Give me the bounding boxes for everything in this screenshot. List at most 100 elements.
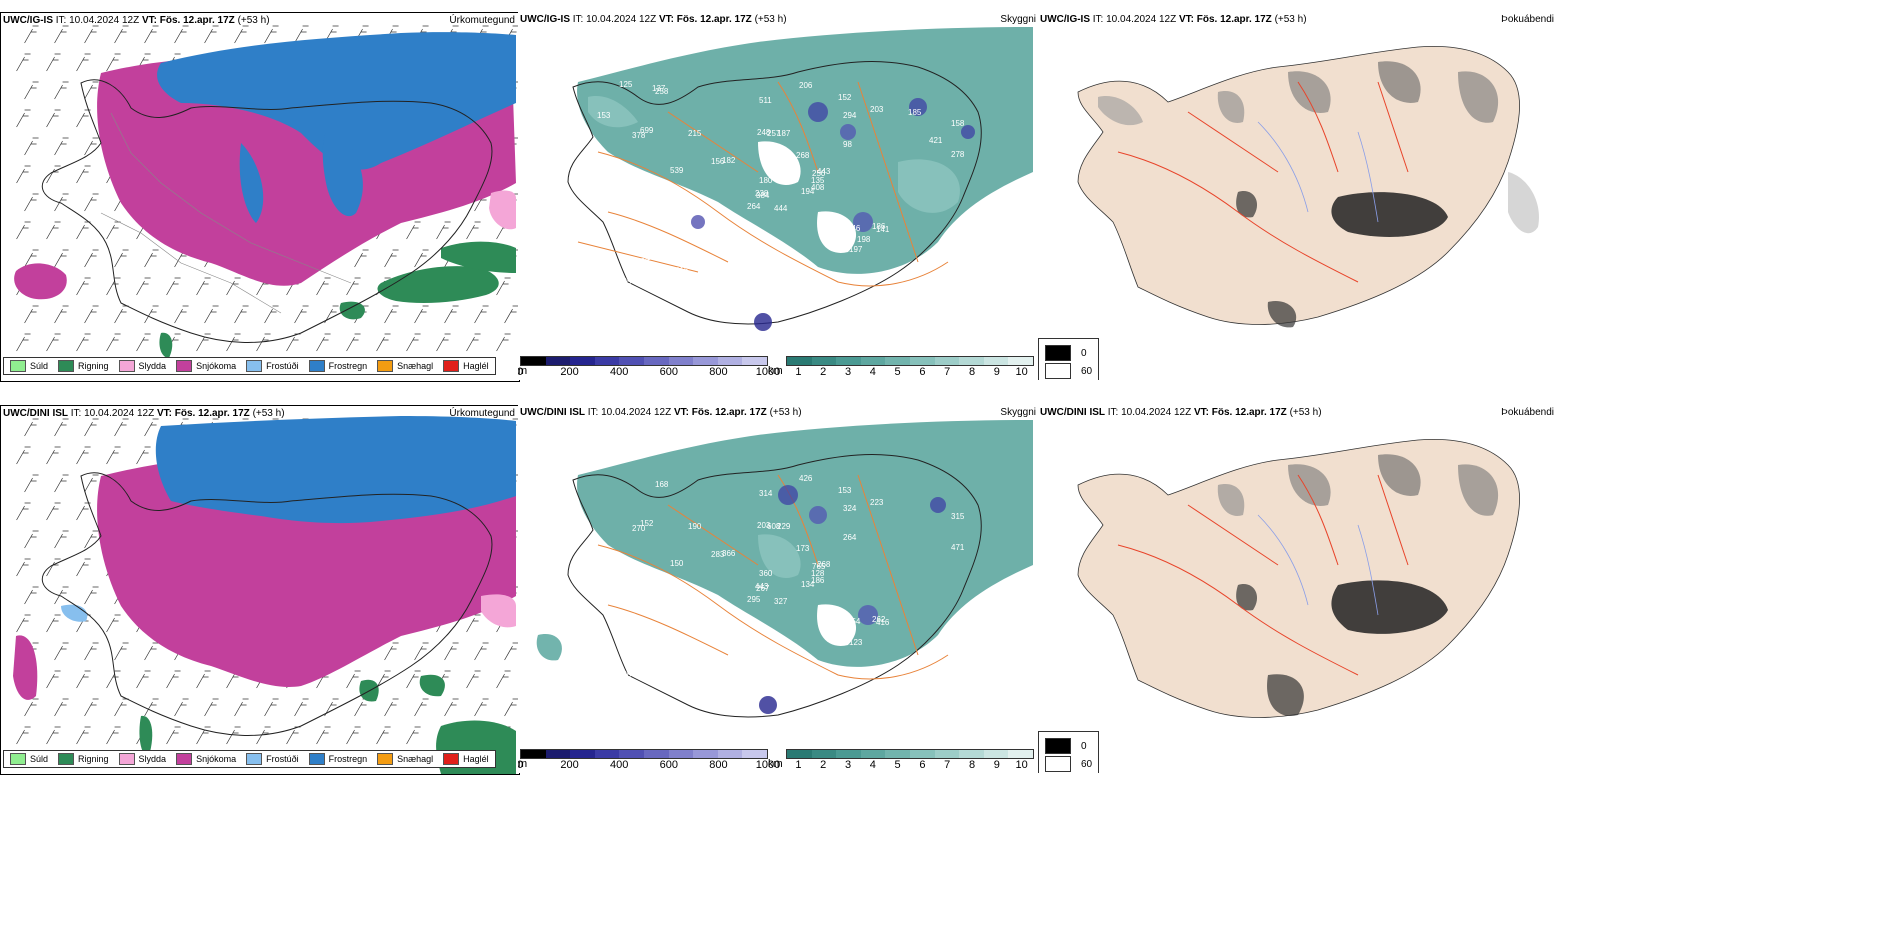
cloud-base-label: 608 xyxy=(767,522,781,531)
wind-barb xyxy=(354,698,369,717)
wind-barb xyxy=(226,726,241,745)
wind-barb xyxy=(16,221,31,240)
cloud-base-label: 134 xyxy=(801,580,815,589)
legend-label: Slydda xyxy=(138,361,167,371)
cloud-base-label: 228 xyxy=(606,563,620,572)
visibility-unit: km xyxy=(768,365,783,377)
legend-item-rigning: Rigning xyxy=(58,360,109,372)
wind-barb xyxy=(76,446,91,465)
model-name: UWC/IG-IS xyxy=(3,15,53,26)
legend-item-slydda: Slydda xyxy=(118,753,166,765)
colorbar-tick: 3 xyxy=(844,759,852,771)
cloud-base-label: 348 xyxy=(940,273,954,282)
wind-barb xyxy=(496,670,511,689)
colorbar-cell xyxy=(860,357,886,365)
wind-barb xyxy=(444,642,459,661)
legend-swatch xyxy=(176,360,193,372)
vt-label: VT: xyxy=(658,14,674,25)
cloud-base-label: 186 xyxy=(872,222,886,231)
wind-barb xyxy=(106,446,121,465)
legend-label: Snjókoma xyxy=(196,754,237,764)
colorbar-cell xyxy=(934,750,960,758)
cloud-panel-title: Skyggni xyxy=(1000,14,1036,25)
colorbar-tick: 9 xyxy=(993,366,1000,378)
visibility-colorbar: 1 2 3 4 5 6 7 8 9 10 xyxy=(786,749,1034,773)
model-name: UWC/DINI ISL xyxy=(1040,407,1105,418)
fog-index-map-row1: UWC/IG-IS IT: 10.04.2024 12Z VT: Fös. 12… xyxy=(1038,12,1558,380)
cloud-title-row1: UWC/IG-IS IT: 10.04.2024 12Z VT: Fös. 12… xyxy=(520,14,787,25)
legend-label: Frostregn xyxy=(328,361,368,371)
cloud-base-label: 123 xyxy=(849,638,863,647)
wind-barb xyxy=(234,698,249,717)
cloud-base-label: 187 xyxy=(777,129,791,138)
wind-barb xyxy=(16,446,31,465)
colorbar-tick: 1000 xyxy=(755,366,781,378)
it-label: IT: xyxy=(70,408,82,419)
wind-barb xyxy=(414,698,429,717)
legend-label: Rigning xyxy=(78,361,109,371)
legend-label: Frostúði xyxy=(266,361,299,371)
visibility-unit: km xyxy=(768,758,783,770)
fog-legend-swatch xyxy=(1045,738,1071,754)
wind-barb xyxy=(264,305,279,324)
wind-barb xyxy=(316,277,331,296)
wind-barb xyxy=(496,277,511,296)
colorbar-cell xyxy=(521,357,546,365)
cloud-base-label: 327 xyxy=(774,597,788,606)
cloudbase-unit: m xyxy=(518,365,528,377)
cloud-base-label: 193 xyxy=(940,666,954,675)
legend-label: Súld xyxy=(30,754,49,764)
cloud-base-label: 168 xyxy=(761,669,775,678)
wind-barb xyxy=(196,277,211,296)
colorbar-tick: 1 xyxy=(795,366,802,378)
cloud-base-label: 257 xyxy=(767,129,781,138)
cloud-base-label: 153 xyxy=(597,111,611,120)
cloud-base-label: 267 xyxy=(756,584,770,593)
colorbar-tick: 1000 xyxy=(755,759,781,771)
wind-barb xyxy=(174,305,189,324)
model-name: UWC/DINI ISL xyxy=(520,407,585,418)
colorbar-tick: 200 xyxy=(560,759,579,771)
wind-barb xyxy=(414,642,429,661)
wind-barb xyxy=(406,333,421,352)
cloudbase-colorbar-ticks: 0 200 400 600 800 1000 xyxy=(518,366,780,380)
colorbar-cell xyxy=(742,750,767,758)
cloud-base-label: 190 xyxy=(688,522,702,531)
cloud-base-label: 239 xyxy=(679,278,693,287)
cloud-base-label: 141 xyxy=(876,225,890,234)
wind-barb xyxy=(136,277,151,296)
vt-label: VT: xyxy=(141,15,157,26)
cloud-base-label: 158 xyxy=(951,119,965,128)
precip-title-row1: UWC/IG-IS IT: 10.04.2024 12Z VT: Fös. 12… xyxy=(3,15,270,26)
cloud-title-row2: UWC/DINI ISL IT: 10.04.2024 12Z VT: Fös.… xyxy=(520,407,802,418)
colorbar-cell xyxy=(693,357,718,365)
wind-barb xyxy=(46,446,61,465)
wind-barb xyxy=(16,614,31,633)
colorbar-cell xyxy=(787,750,812,758)
colorbar-cell xyxy=(983,357,1009,365)
legend-swatch xyxy=(10,360,26,372)
cloud-base-label: 384 xyxy=(756,191,770,200)
wind-barb xyxy=(106,726,121,745)
wind-barb xyxy=(406,726,421,745)
cloud-base-label: 471 xyxy=(951,543,965,552)
legend-swatch xyxy=(10,753,26,765)
cloud-base-label: 141 xyxy=(634,570,648,579)
legend-swatch xyxy=(308,753,325,765)
wind-barb xyxy=(16,109,31,128)
cloud-base-label: 294 xyxy=(843,111,857,120)
colorbar-cell xyxy=(545,357,571,365)
wind-barb xyxy=(346,726,361,745)
wind-barb xyxy=(54,530,69,549)
cloud-base-label: 98 xyxy=(843,140,852,149)
legend-item-haglel: Haglél xyxy=(443,360,489,372)
wind-barb xyxy=(294,698,309,717)
wind-barb xyxy=(76,558,91,577)
colorbar-tick: 600 xyxy=(659,366,678,378)
lead-time: (+53 h) xyxy=(252,408,285,419)
wind-barb xyxy=(114,642,129,661)
legend-label: Haglél xyxy=(463,361,489,371)
wind-barb xyxy=(504,698,519,717)
wind-barb xyxy=(166,277,181,296)
wind-barb xyxy=(54,418,69,437)
